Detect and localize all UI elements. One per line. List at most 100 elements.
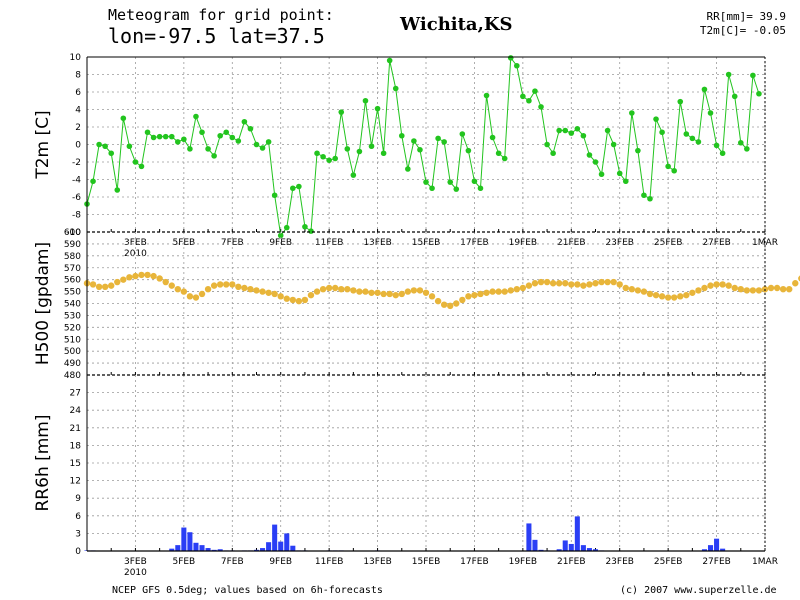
t2m-point — [114, 187, 121, 193]
t2m-point — [296, 183, 302, 190]
t2m-point — [580, 132, 587, 139]
h500-point — [198, 290, 206, 298]
h500-point — [622, 284, 629, 292]
h500-point — [707, 282, 714, 289]
t2m-point — [671, 167, 677, 174]
h500-point — [331, 284, 339, 292]
h500-point — [640, 288, 648, 295]
t2m-ytick-label: -4 — [72, 176, 81, 186]
h500-ytick-label: 490 — [64, 359, 81, 369]
h500-point — [695, 287, 702, 294]
h500-point — [537, 278, 545, 286]
h500-point — [483, 289, 490, 296]
rr6h-bar — [169, 548, 175, 551]
h500-point — [362, 288, 369, 295]
t2m-point — [707, 110, 714, 116]
t2m-point — [495, 150, 502, 157]
rr6h-ytick-label: 18 — [70, 441, 82, 451]
rr6h-xtick-label: 9FEB — [269, 557, 292, 567]
t2m-ylabel: T2m [C] — [33, 110, 53, 179]
t2m-point — [737, 139, 744, 146]
t2m-point — [653, 116, 659, 122]
t2m-point — [356, 148, 363, 155]
rr6h-bar — [592, 549, 599, 551]
t2m-point — [205, 146, 211, 152]
h500-point — [501, 288, 508, 295]
h500-point — [319, 286, 327, 293]
h500-point — [313, 288, 321, 295]
h500-point — [531, 280, 539, 287]
location-name: Wichita,KS — [400, 14, 513, 35]
t2m-point — [441, 139, 447, 145]
t2m-point — [265, 139, 272, 145]
t2m-point — [629, 110, 635, 116]
t2m-point — [150, 134, 157, 141]
h500-ytick-label: 550 — [64, 288, 81, 298]
rr6h-xtick-label: 27FEB — [702, 557, 731, 567]
h500-point — [277, 293, 284, 300]
t2m-ytick-label: 10 — [70, 53, 82, 63]
t2m-point — [532, 88, 538, 94]
rr6h-ytick-label: 21 — [70, 424, 81, 434]
h500-point — [168, 282, 175, 289]
h500-point — [701, 284, 708, 292]
h500-point — [150, 272, 157, 280]
h500-point — [646, 290, 654, 298]
t2m-point — [713, 142, 720, 149]
rr6h-bar — [568, 543, 574, 551]
rr6h-xtick-label: 25FEB — [654, 557, 683, 567]
t2m-point — [453, 186, 460, 192]
rr6h-ytick-label: 24 — [70, 406, 82, 416]
t2m-point — [489, 134, 496, 141]
t2m-point — [725, 71, 732, 78]
rr6h-bar — [175, 545, 181, 551]
h500-point — [89, 281, 97, 288]
t2m-point — [181, 136, 187, 143]
t2m-point — [271, 192, 278, 199]
h500-point — [792, 280, 799, 287]
h500-point — [767, 284, 775, 292]
h500-point — [628, 286, 636, 293]
h500-point — [453, 300, 460, 307]
t2m-point — [423, 179, 429, 185]
t2m-point — [259, 145, 266, 151]
t2m-series-line — [86, 56, 760, 237]
rr6h-bar — [580, 545, 586, 551]
t2m-point — [290, 185, 296, 192]
rr6h-bar — [217, 549, 223, 551]
rr6h-bar — [181, 527, 187, 551]
rr6h-bar — [701, 549, 707, 551]
h500-point — [416, 287, 424, 294]
t2m-point — [429, 185, 435, 192]
h500-point — [580, 282, 587, 289]
grid-point-coordinates: lon=-97.5 lat=37.5 — [108, 24, 325, 48]
t2m-point — [320, 153, 326, 160]
t2m-point — [350, 172, 357, 178]
t2m-point — [235, 138, 242, 144]
h500-point — [658, 293, 666, 300]
rr6h-bar — [707, 545, 714, 551]
rr6h-xtick-label: 11FEB — [315, 557, 344, 567]
h500-ytick-label: 480 — [64, 371, 81, 381]
h500-point — [604, 278, 611, 286]
t2m-point — [677, 98, 684, 105]
h500-point — [380, 290, 387, 298]
h500-point — [598, 278, 605, 286]
h500-point — [120, 276, 127, 283]
h500-point — [271, 290, 278, 298]
rr6h-xtick-label: 7FEB — [221, 557, 244, 567]
h500-point — [350, 287, 357, 294]
rr6h-bar — [714, 538, 720, 551]
rr6h-bar — [586, 548, 592, 551]
t2m-point — [314, 150, 320, 157]
t2m-ytick-label: -2 — [72, 158, 81, 168]
h500-point — [289, 296, 297, 304]
rr6h-ytick-label: 15 — [70, 459, 81, 469]
t2m-point — [744, 146, 750, 152]
t2m-point — [344, 146, 351, 152]
h500-point — [410, 287, 418, 294]
h500-point — [95, 283, 103, 291]
h500-ytick-label: 570 — [64, 264, 81, 274]
t2m-point — [405, 166, 411, 172]
rr6h-ylabel: RR6h [mm] — [33, 414, 53, 511]
